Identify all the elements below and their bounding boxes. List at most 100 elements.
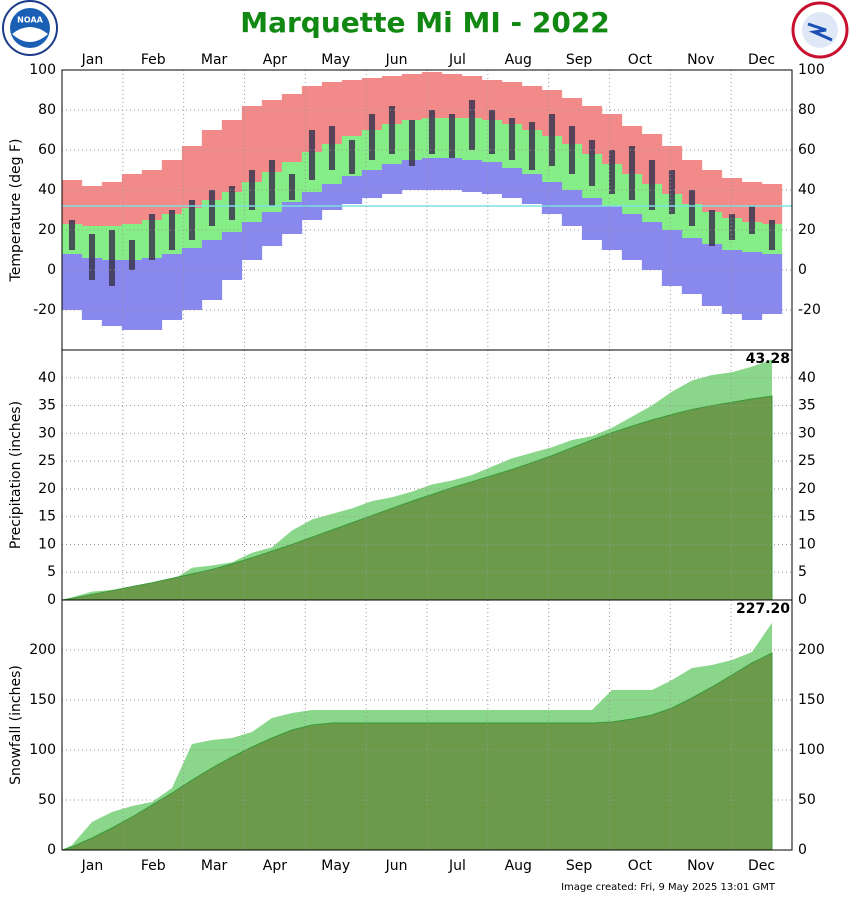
month-label: Oct [628,858,653,874]
range-bar [281,202,303,234]
month-label: Feb [141,858,166,874]
panel: 43.28 0 0 5 5 10 10 15 15 20 20 25 25 30 30 35 35 40 40 Pre… [8,349,816,608]
range-bar [488,110,496,154]
y-tick-label-right: 80 [798,102,816,118]
range-bar [768,220,776,250]
y-tick-label-right: 100 [798,62,825,78]
range-bar [341,80,363,136]
range-bar [568,126,576,174]
range-bar [368,114,376,160]
range-bar [621,214,643,260]
month-label: Jun [385,858,408,874]
y-tick-label: 40 [38,182,56,198]
frame [61,599,793,851]
y-tick-label-right: 50 [798,792,816,808]
range-bar [208,190,216,226]
range-bar [341,176,363,204]
y-tick-label-right: 200 [798,642,825,658]
range-bar [81,258,103,320]
svg-text:NOAA: NOAA [17,16,43,25]
y-tick-label: 5 [47,564,56,580]
panel: -20 -20 0 0 20 20 40 40 60 60 80 80 100 100 Temperatur… [8,62,825,351]
range-bar [548,114,556,166]
range-bar [741,252,763,320]
month-label: Apr [263,52,287,68]
range-bar [388,106,396,154]
range-bar [741,182,763,222]
range-bar [361,78,383,130]
range-bar [721,178,743,218]
range-bar [461,160,483,192]
month-label: Mar [201,858,228,874]
range-bar [288,174,296,200]
y-tick-label-right: 0 [798,842,807,858]
range-bar [648,160,656,210]
range-bar [108,230,116,286]
y-tick-label: 100 [29,62,56,78]
y-tick-label: 50 [38,792,56,808]
range-bar [348,140,356,174]
range-bar [701,170,723,212]
range-bar [361,170,383,198]
range-bar [421,158,443,190]
range-bar [508,118,516,160]
y-tick-label: 10 [38,536,56,552]
range-bar [261,212,283,246]
range-bar [88,234,96,280]
month-label: Jan [81,858,104,874]
y-tick-label: 20 [38,222,56,238]
range-bar [728,214,736,240]
range-bar [688,190,696,226]
area [62,395,773,600]
y-axis-label: Precipitation (inches) [8,401,24,549]
range-bar [441,74,463,118]
y-tick-label-right: 0 [798,262,807,278]
plot-area [62,72,792,330]
range-bar [468,100,476,150]
chart-title: Marquette Mi MI - 2022 [240,6,610,39]
y-tick-label: -20 [33,302,56,318]
range-bar [561,190,583,226]
range-bar [62,254,83,310]
y-tick-label-right: 10 [798,536,816,552]
range-bar [121,260,143,330]
range-bar [721,250,743,314]
month-label: Aug [505,858,532,874]
range-bar [301,86,323,152]
y-tick-label-right: 40 [798,182,816,198]
y-tick-label: 40 [38,370,56,386]
range-bar [628,146,636,200]
range-bar [181,248,203,310]
y-tick-label-right: 30 [798,425,816,441]
range-bar [428,110,436,154]
range-bar [161,160,183,214]
range-bar [248,170,256,210]
month-label: Aug [505,52,532,68]
range-bar [261,100,283,172]
range-bar [601,114,623,164]
range-bar [528,122,536,170]
y-tick-label: 35 [38,398,56,414]
total-label: 227.20 [736,601,790,617]
range-bar [141,170,163,220]
y-tick-label-right: 20 [798,481,816,497]
month-label: Feb [141,52,166,68]
range-bar [588,140,596,186]
month-label: May [321,858,350,874]
range-bar [608,150,616,194]
panel: 227.20 0 0 50 50 100 100 150 150 200 200 Snowfall (… [8,599,825,858]
y-tick-label-right: 15 [798,509,816,525]
range-bar [328,126,336,170]
nws-logo [791,1,849,59]
range-bar [201,130,223,200]
y-axis-label: Snowfall (inches) [8,665,24,785]
range-bar [581,198,603,240]
range-bar [668,170,676,214]
y-tick-label-right: 35 [798,398,816,414]
range-bar [521,86,543,130]
noaa-logo: NOAA [2,0,58,56]
y-tick-label: 20 [38,481,56,497]
y-tick-label-right: 25 [798,453,816,469]
range-bar [401,160,423,190]
month-label: Mar [201,52,228,68]
